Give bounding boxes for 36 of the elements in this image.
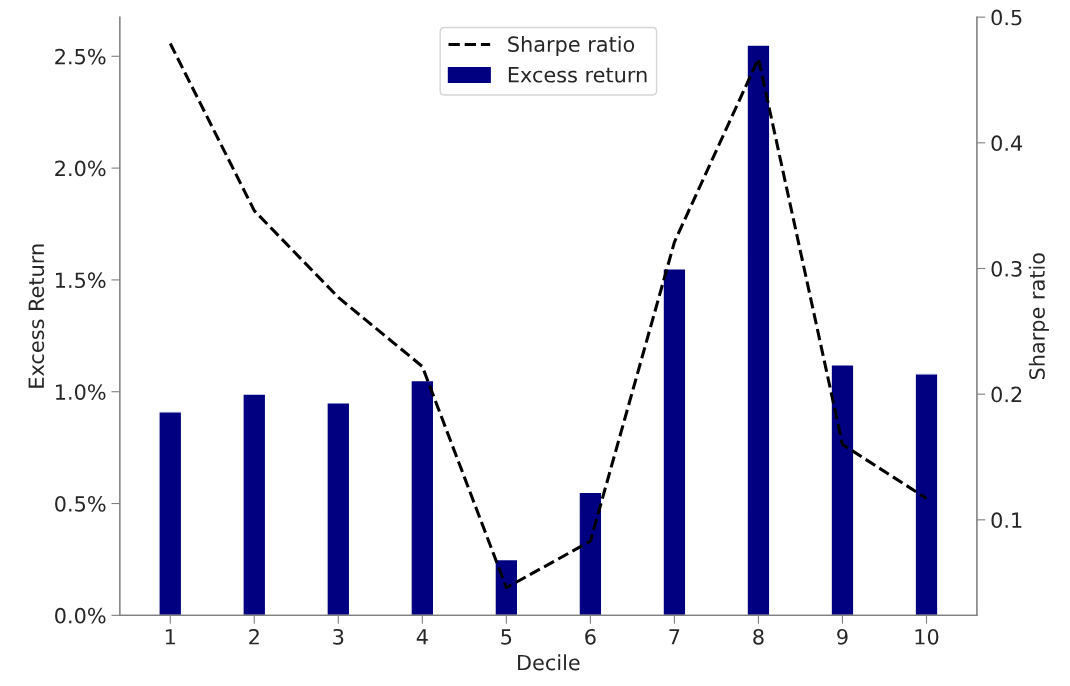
bar xyxy=(326,402,351,616)
legend-label: Excess return xyxy=(508,67,647,83)
y2-tick-label: 0.4 xyxy=(991,135,1023,152)
x-tick-label: 5 xyxy=(501,629,512,645)
bar xyxy=(914,373,939,616)
bar xyxy=(242,393,267,616)
bar xyxy=(494,558,519,616)
x-tick-label: 4 xyxy=(416,629,428,645)
y-tick-label: 0.5% xyxy=(55,495,106,512)
bar xyxy=(578,491,603,616)
bar xyxy=(410,379,435,616)
x-tick-label: 9 xyxy=(837,628,848,645)
x-tick-label: 3 xyxy=(333,628,344,645)
x-tick-label: 10 xyxy=(915,628,939,645)
legend-label: Sharpe ratio xyxy=(508,35,635,57)
y-tick-label: 1.5% xyxy=(56,272,106,289)
y-tick-label: 0.0% xyxy=(55,607,106,624)
bar xyxy=(746,44,771,616)
y2-tick-label: 0.1 xyxy=(991,512,1022,529)
y-tick-label: 1.0% xyxy=(56,384,106,400)
bar xyxy=(158,411,183,616)
x-tick-label: 2 xyxy=(249,628,259,645)
x-tick-label: 8 xyxy=(753,628,764,645)
bar xyxy=(662,268,687,616)
x-axis-title: Decile xyxy=(518,654,580,671)
y2-axis-title: Sharpe ratio xyxy=(1028,253,1049,380)
y-tick-label: 2.0% xyxy=(55,160,106,177)
x-tick-label: 7 xyxy=(669,629,680,645)
y2-tick-label: 0.3 xyxy=(991,260,1022,277)
x-tick-label: 6 xyxy=(585,628,596,645)
y2-tick-label: 0.2 xyxy=(991,386,1022,403)
y2-tick-label: 0.5 xyxy=(991,9,1022,26)
y-axis-title: Excess Return xyxy=(28,244,45,388)
bar xyxy=(830,364,855,616)
y-tick-label: 2.5% xyxy=(55,48,106,65)
x-tick-label: 1 xyxy=(165,629,175,645)
